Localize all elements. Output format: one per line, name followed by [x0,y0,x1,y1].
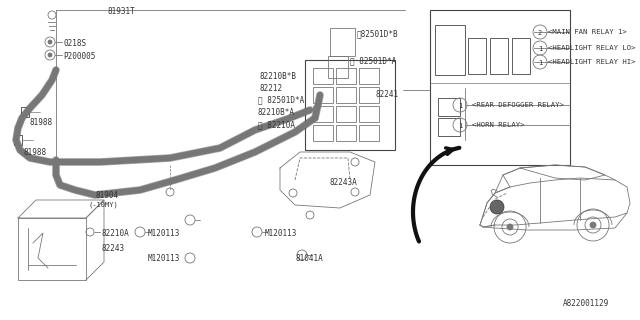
Text: 1: 1 [538,46,542,52]
Text: ⠢82501D*B: ⠢82501D*B [357,29,399,38]
Text: 82210B*B: 82210B*B [260,72,297,81]
Bar [430,10,570,165]
Text: A822001129: A822001129 [563,299,609,308]
Text: ① 82501D*A: ① 82501D*A [258,95,304,104]
Circle shape [590,222,596,228]
Bar [313,125,333,141]
Bar [21,107,29,117]
Bar [336,106,356,122]
Text: 81988: 81988 [23,148,46,157]
Text: 82241: 82241 [375,90,398,99]
Text: 81041A: 81041A [295,254,323,263]
Bar [336,87,356,103]
Text: <HORN RELAY>: <HORN RELAY> [472,122,525,128]
Bar [313,68,333,84]
Bar [330,28,355,56]
Bar [305,60,395,150]
Text: P200005: P200005 [63,52,95,61]
Bar [435,25,465,75]
Bar [490,38,508,74]
Circle shape [490,200,504,214]
Text: 1: 1 [538,60,542,66]
Text: 81904: 81904 [95,191,118,200]
Text: M120113: M120113 [265,229,298,238]
Bar [336,68,356,84]
Circle shape [507,224,513,230]
Bar [313,87,333,103]
Text: 82212: 82212 [260,84,283,93]
Bar [438,118,460,136]
Bar [359,68,379,84]
Text: <MAIN FAN RELAY 1>: <MAIN FAN RELAY 1> [548,29,627,35]
Text: ① 82210A: ① 82210A [258,120,295,129]
Bar [512,38,530,74]
Text: <HEADLIGHT RELAY HI>: <HEADLIGHT RELAY HI> [548,59,636,65]
Bar [468,38,486,74]
Text: <HEADLIGHT RELAY LO>: <HEADLIGHT RELAY LO> [548,45,636,51]
Text: 1: 1 [458,103,462,109]
Circle shape [48,53,52,57]
Text: 2: 2 [538,30,542,36]
Bar [336,125,356,141]
Text: 82243A: 82243A [330,178,358,187]
Bar [328,56,348,78]
Text: 82210A: 82210A [101,229,129,238]
Bar [313,106,333,122]
Text: 1: 1 [458,123,462,129]
Bar [359,87,379,103]
Circle shape [48,40,52,44]
Bar [18,218,86,280]
Bar [359,106,379,122]
Bar [359,125,379,141]
Bar [438,98,460,116]
Text: <REAR DEFOGGER RELAY>: <REAR DEFOGGER RELAY> [472,102,564,108]
Text: 81931T: 81931T [108,7,136,16]
Text: ① 82501D*A: ① 82501D*A [350,56,396,65]
Text: (-10MY): (-10MY) [88,202,118,209]
Text: 81988: 81988 [30,118,53,127]
Bar [14,135,22,145]
Text: 0218S: 0218S [63,39,86,48]
Text: 82210B*A: 82210B*A [258,108,295,117]
Text: M120113: M120113 [148,254,180,263]
Text: 82243: 82243 [101,244,124,253]
Text: M120113: M120113 [148,229,180,238]
